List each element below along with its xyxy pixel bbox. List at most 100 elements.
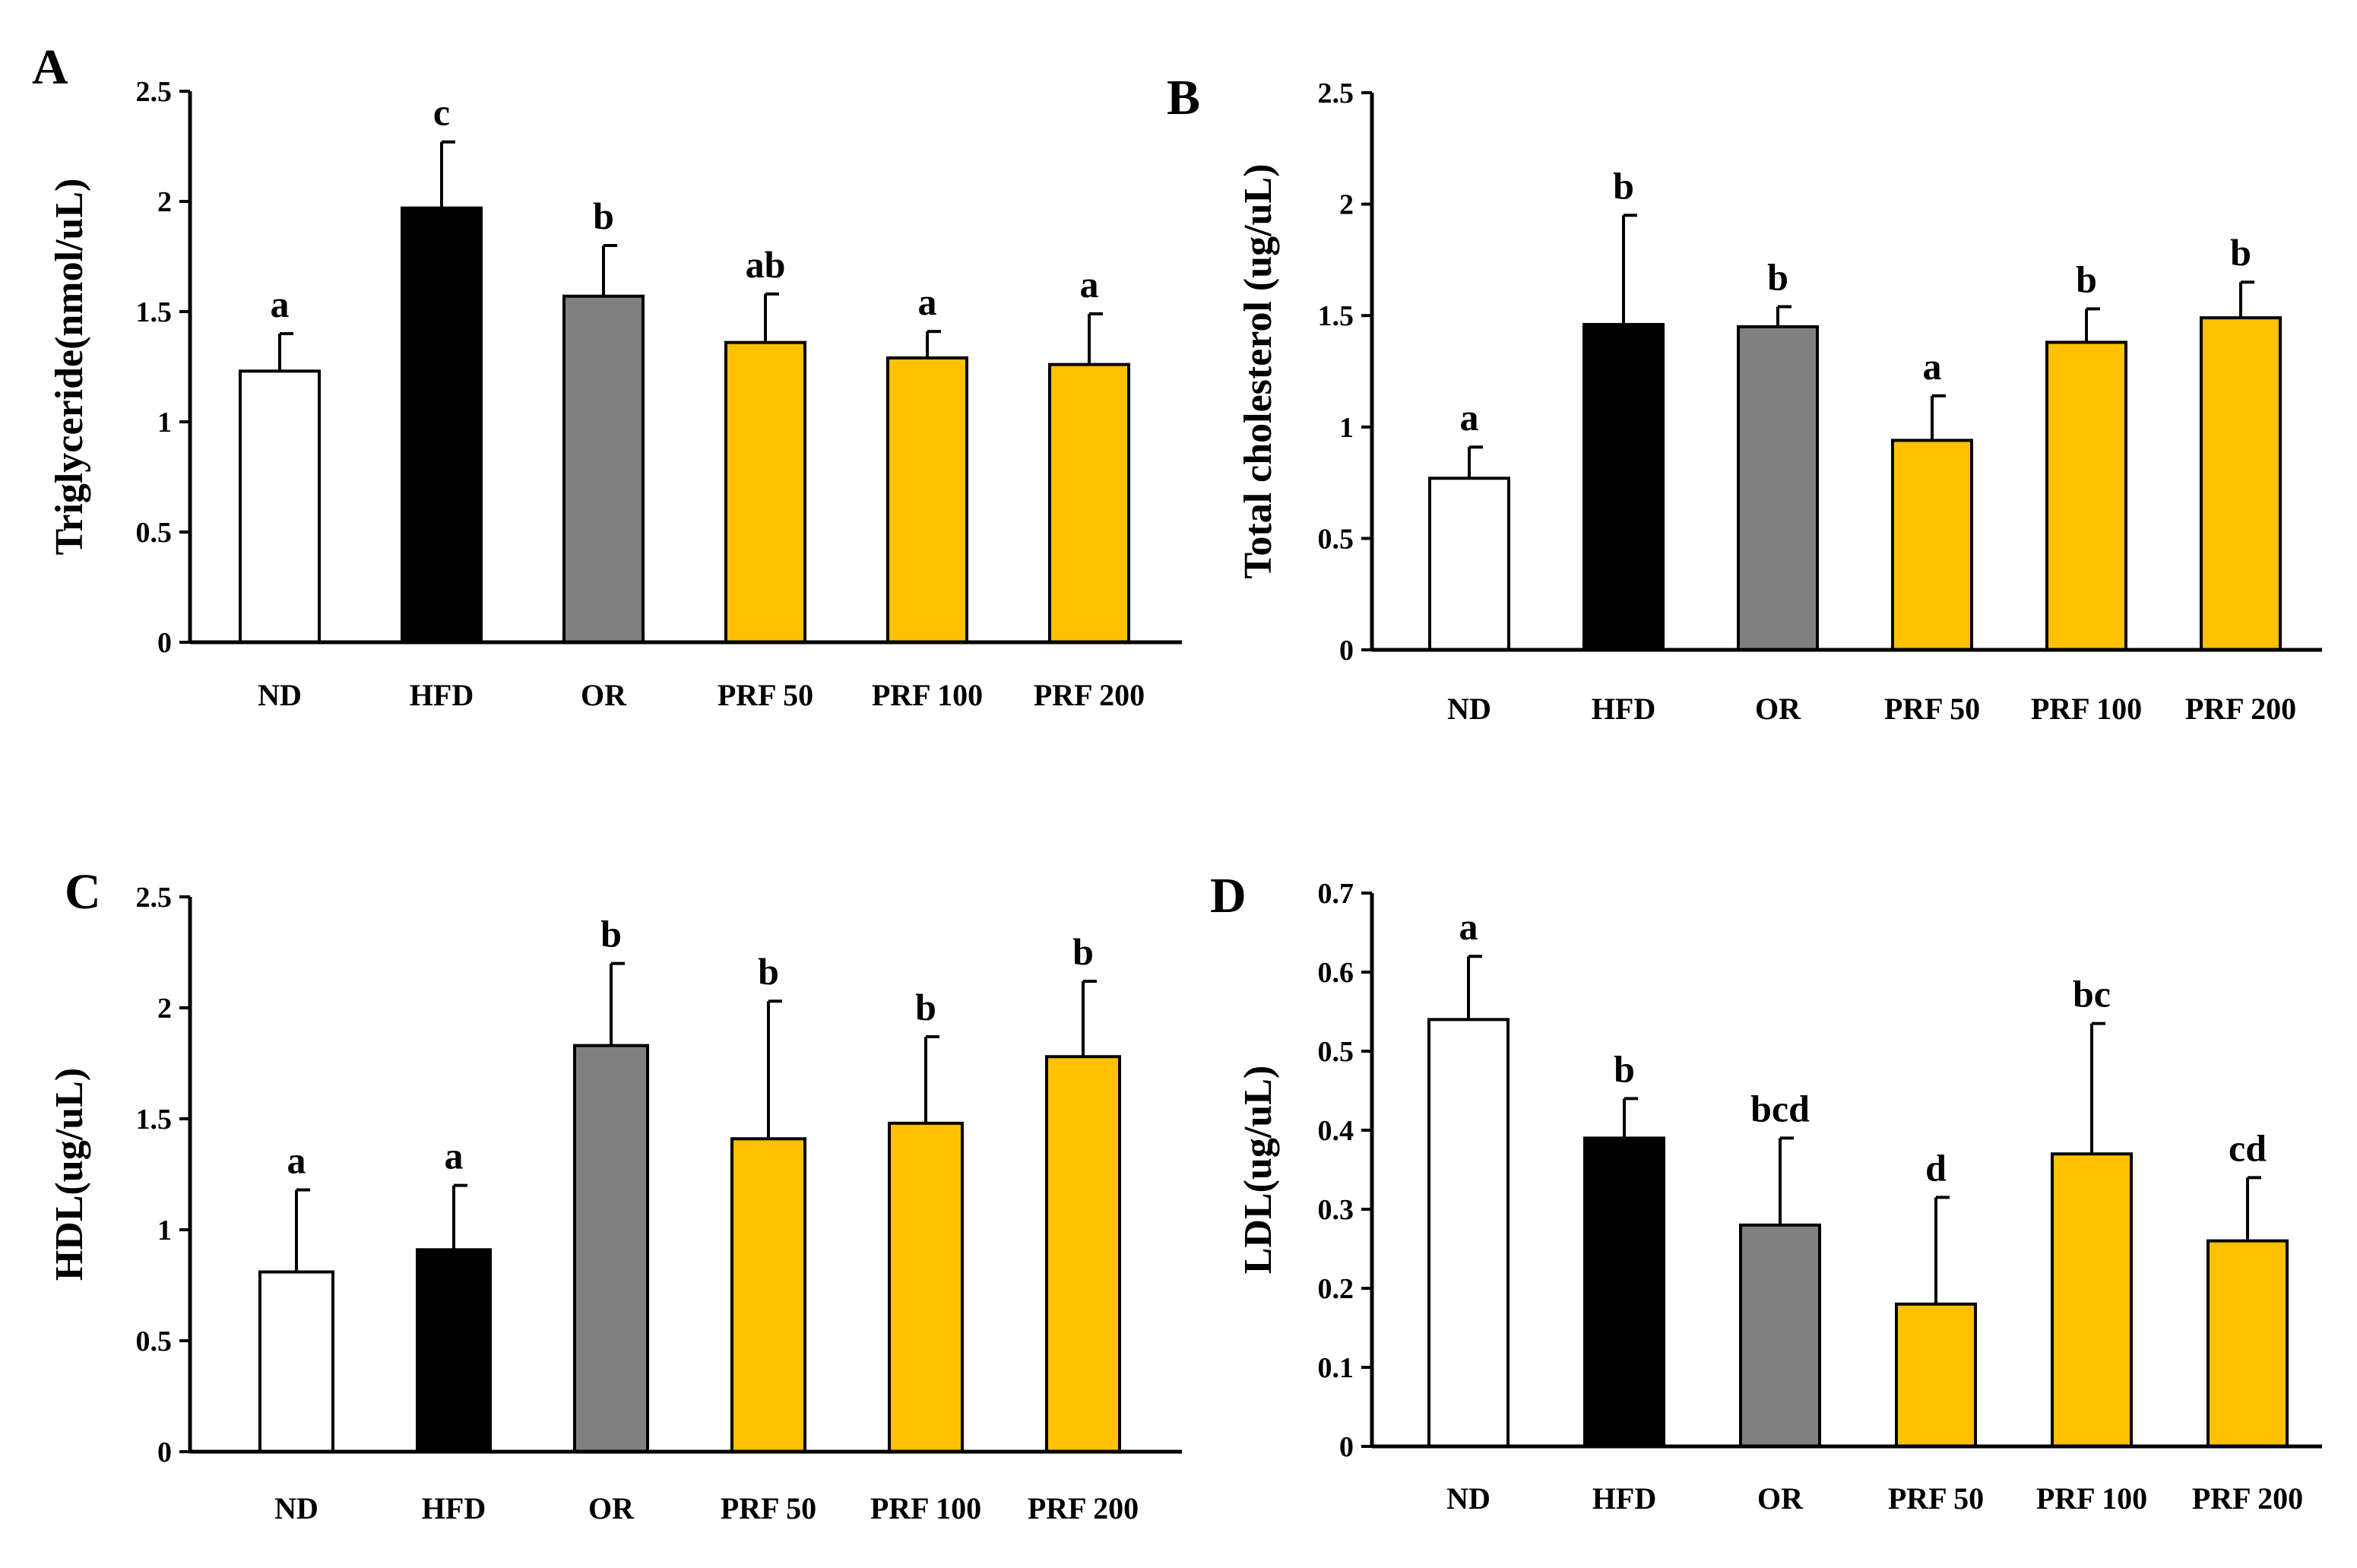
x-tick-label: PRF 200	[2185, 692, 2296, 726]
significance-letter: a	[1080, 263, 1099, 306]
x-tick-label: PRF 100	[870, 1491, 981, 1525]
bar	[1428, 477, 1510, 652]
y-tick-label: 1.5	[136, 296, 173, 328]
panel-label: D	[1210, 868, 1247, 923]
significance-letter: a	[271, 283, 290, 325]
significance-letter: a	[1459, 905, 1478, 948]
significance-letter: bc	[2073, 973, 2111, 1015]
y-tick-label: 2.5	[1318, 78, 1354, 109]
bar	[1045, 1055, 1121, 1453]
x-tick-label: ND	[258, 678, 302, 712]
y-axis-label: Total cholesterol (ug/uL)	[1237, 163, 1280, 578]
x-tick-label: PRF 50	[721, 1491, 816, 1525]
x-tick-label: PRF 50	[718, 678, 813, 712]
x-tick-label: HFD	[1592, 692, 1655, 726]
x-tick-label: OR	[588, 1491, 635, 1525]
bar	[401, 206, 483, 644]
y-axis-label: LDL(ug/uL)	[1237, 1066, 1280, 1275]
significance-letter: b	[2076, 258, 2097, 300]
significance-letter: ab	[746, 243, 786, 286]
bar	[2200, 316, 2282, 651]
x-tick-label: PRF 100	[2031, 692, 2142, 726]
significance-letter: b	[1767, 255, 1788, 298]
y-axis-label: HDL(ug/uL)	[48, 1068, 91, 1281]
x-tick-label: PRF 200	[2192, 1481, 2303, 1516]
bar	[1048, 363, 1130, 644]
y-tick-label: 0.1	[1318, 1352, 1354, 1384]
y-tick-label: 0.4	[1318, 1115, 1354, 1147]
x-tick-label: ND	[1447, 692, 1491, 726]
y-tick-label: 0.6	[1318, 957, 1354, 989]
chart-panel-d: D LDL(ug/uL) 0 0.1 0.2 0.3 0.4 0.5 0.6 0.7 a ND b HFD…	[1210, 868, 2322, 1516]
y-tick-label: 2	[157, 186, 172, 218]
bar	[573, 1044, 649, 1453]
significance-letter: b	[600, 913, 622, 955]
x-tick-label: HFD	[410, 678, 474, 712]
significance-letter: a	[918, 280, 937, 323]
y-tick-label: 0.5	[1318, 1036, 1354, 1068]
bar	[1427, 1018, 1510, 1448]
x-tick-label: OR	[1755, 692, 1801, 726]
x-tick-label: PRF 100	[872, 678, 983, 712]
significance-letter: b	[758, 950, 779, 993]
bar	[1583, 1136, 1665, 1449]
x-tick-label: PRF 200	[1028, 1491, 1139, 1525]
x-tick-label: HFD	[422, 1491, 486, 1525]
bar	[724, 341, 806, 644]
bar	[2207, 1239, 2289, 1448]
significance-letter: a	[1923, 345, 1942, 388]
y-tick-label: 0.5	[1318, 523, 1354, 555]
bar	[239, 369, 321, 644]
y-tick-label: 0	[157, 1437, 172, 1468]
y-tick-label: 2.5	[136, 882, 173, 914]
significance-letter: cd	[2229, 1126, 2267, 1169]
x-tick-label: HFD	[1592, 1481, 1656, 1516]
y-tick-label: 1	[157, 1215, 172, 1246]
bar	[1739, 1223, 1821, 1449]
y-tick-label: 0	[1339, 1431, 1354, 1463]
bar	[1891, 439, 1973, 652]
y-tick-label: 1	[157, 407, 172, 439]
bar	[562, 294, 645, 644]
bar	[1895, 1302, 1977, 1449]
y-tick-label: 0	[157, 627, 172, 659]
significance-letter: b	[1614, 1047, 1635, 1090]
chart-panel-b: B Total cholesterol (ug/uL) 0 0.5 1 1.5 2 2.5 a N…	[1167, 70, 2322, 726]
y-tick-label: 2	[157, 993, 172, 1025]
bar	[416, 1248, 492, 1454]
x-tick-label: OR	[581, 678, 627, 712]
y-tick-label: 0.5	[136, 517, 173, 549]
y-tick-label: 1.5	[136, 1104, 173, 1136]
chart-panel-a: A Triglyceride(nmol/uL) 0 0.5 1 1.5 2 2.5 a ND c HF…	[32, 40, 1182, 712]
y-tick-label: 0.3	[1318, 1194, 1354, 1226]
bar	[1737, 325, 1819, 651]
significance-letter: c	[433, 91, 450, 134]
bar	[2051, 1152, 2133, 1448]
significance-letter: a	[1460, 396, 1479, 439]
y-tick-label: 0.2	[1318, 1273, 1354, 1305]
x-tick-label: PRF 200	[1034, 678, 1145, 712]
x-tick-label: PRF 50	[1884, 692, 1980, 726]
x-tick-label: OR	[1757, 1481, 1804, 1516]
significance-letter: d	[1925, 1146, 1947, 1189]
significance-letter: a	[445, 1135, 464, 1177]
bar	[886, 356, 968, 644]
chart-panel-c: C HDL(ug/uL) 0 0.5 1 1.5 2 2.5 a ND a HFD b OR b PRF 50…	[48, 864, 1182, 1525]
y-tick-label: 0	[1339, 635, 1354, 667]
significance-letter: a	[287, 1139, 306, 1181]
panel-label: A	[32, 40, 68, 95]
significance-letter: bcd	[1750, 1087, 1810, 1129]
bar	[1582, 322, 1665, 651]
y-tick-label: 0.5	[136, 1326, 173, 1357]
bar	[888, 1121, 964, 1453]
y-tick-label: 0.7	[1318, 878, 1354, 910]
significance-letter: b	[915, 986, 936, 1028]
significance-letter: b	[593, 195, 614, 237]
y-tick-label: 1.5	[1318, 300, 1354, 332]
panel-label: B	[1167, 70, 1200, 125]
significance-letter: b	[2230, 231, 2251, 274]
panel-label: C	[65, 864, 101, 920]
x-tick-label: PRF 100	[2036, 1481, 2147, 1516]
